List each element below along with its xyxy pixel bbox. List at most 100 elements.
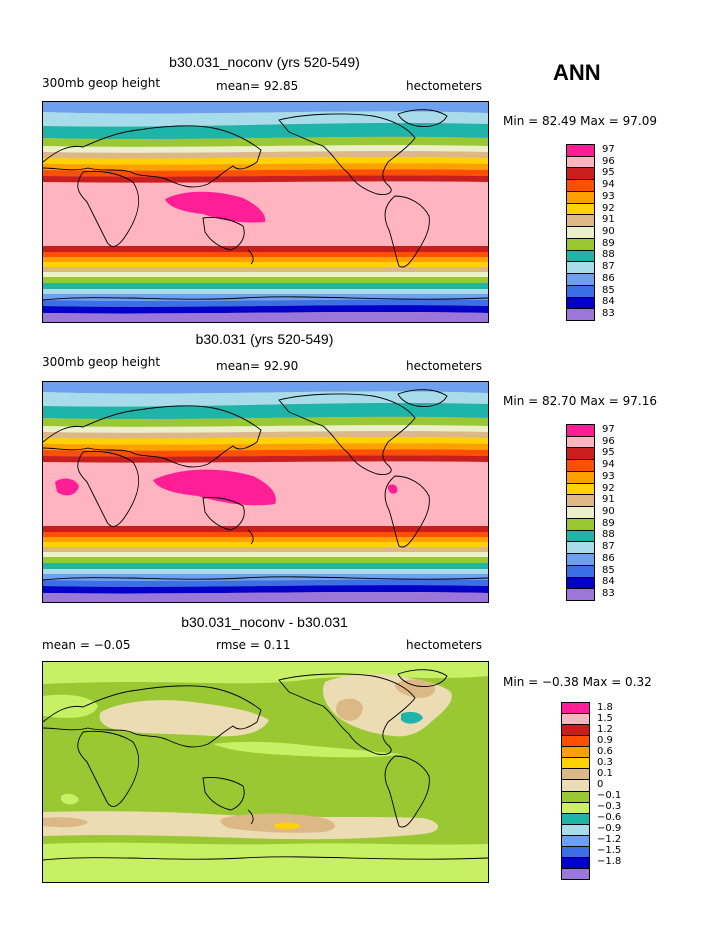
colorbar-box	[566, 424, 595, 437]
colorbar-label: 88	[602, 529, 615, 541]
colorbar-box	[561, 757, 590, 770]
panel1-minmax-label: Min = 82.49 Max = 97.09	[503, 114, 657, 128]
colorbar-label: 97	[602, 423, 615, 435]
colorbar-label: 91	[602, 214, 615, 226]
band-85-s	[43, 579, 488, 587]
band-83-s	[43, 592, 488, 602]
band-94	[43, 449, 488, 457]
panel1-mean-label: mean= 92.85	[216, 79, 299, 93]
diff-south-strong-w	[43, 817, 88, 828]
band-90	[43, 425, 488, 433]
colorbar-box	[561, 812, 590, 825]
diff-asia-positive	[99, 700, 270, 737]
colorbar-label: 87	[602, 541, 615, 553]
max-region-samerica	[387, 484, 398, 494]
colorbar-box	[566, 284, 595, 298]
colorbar-label: −1.2	[597, 834, 622, 846]
colorbar-box	[566, 261, 595, 275]
colorbar-box	[566, 435, 595, 449]
colorbar-box	[566, 296, 595, 310]
colorbar-label: −0.9	[597, 823, 622, 835]
panel3-rmse-label: rmse = 0.11	[216, 638, 291, 652]
panel1-map	[42, 101, 489, 323]
colorbar-label: 85	[602, 564, 615, 576]
colorbar-box	[566, 167, 595, 181]
band-89-s	[43, 277, 488, 283]
band-93	[43, 163, 488, 171]
colorbar-label: 0.9	[597, 734, 613, 746]
diff-south-strong-c	[220, 813, 335, 833]
band-91-s	[43, 547, 488, 552]
colorbar-label: 91	[602, 494, 615, 506]
diff-antarctic-light	[43, 842, 488, 882]
colorbar-label: 1.2	[597, 723, 613, 735]
colorbar-box	[566, 273, 595, 286]
band-84-s	[43, 585, 488, 594]
band-94-s	[43, 532, 488, 537]
colorbar-label: 95	[602, 447, 615, 459]
band-91-s	[43, 267, 488, 272]
colorbar-label: 93	[602, 470, 615, 482]
colorbar-label: 83	[602, 588, 615, 600]
colorbar-label: 1.8	[597, 701, 613, 713]
panel3-minmax-label: Min = −0.38 Max = 0.32	[503, 675, 652, 689]
max-region	[165, 191, 266, 223]
season-label: ANN	[553, 60, 601, 85]
band-90	[43, 145, 488, 153]
colorbar-box	[561, 867, 590, 880]
band-93-s	[43, 257, 488, 262]
band-86	[43, 382, 488, 394]
diff-namerica-strong	[336, 698, 363, 721]
colorbar-label: −1.5	[597, 845, 622, 857]
panel3-title: b30.031_noconv - b30.031	[181, 614, 348, 630]
band-89	[43, 416, 488, 427]
band-94-s	[43, 252, 488, 257]
colorbar-box	[561, 834, 590, 847]
panel1-map-svg	[43, 102, 488, 322]
colorbar-box	[566, 482, 595, 496]
colorbar-box	[561, 746, 590, 759]
colorbar-label: 92	[602, 482, 615, 494]
panel3-units-label: hectometers	[406, 638, 482, 652]
panel3-colorbar: 1.8 1.5 1.2 0.9 0.6 0.3 0.1 0 −0.1 −0.3 −0.6 −0.9 −1…	[561, 701, 631, 880]
colorbar-box	[566, 190, 595, 204]
colorbar-label: −1.8	[597, 856, 622, 868]
colorbar-box	[561, 702, 590, 715]
diff-canada-strong	[395, 679, 436, 698]
colorbar-box	[566, 155, 595, 169]
colorbar-box	[566, 144, 595, 157]
colorbar-label: 0.1	[597, 767, 613, 779]
colorbar-label: 83	[602, 308, 615, 320]
colorbar-label: 89	[602, 517, 615, 529]
diff-north-light	[43, 662, 488, 684]
panel2-minmax-label: Min = 82.70 Max = 97.16	[503, 394, 657, 408]
band-88	[43, 402, 488, 420]
colorbar-label: −0.1	[597, 790, 622, 802]
panel2-mean-label: mean= 92.90	[216, 359, 299, 373]
band-87	[43, 111, 488, 127]
colorbar-label: 87	[602, 261, 615, 273]
band-90-s	[43, 552, 488, 557]
band-92-s	[43, 542, 488, 547]
band-94	[43, 169, 488, 177]
band-87-s	[43, 289, 488, 294]
band-84-s	[43, 305, 488, 314]
coastlines	[43, 109, 488, 301]
colorbar-box	[566, 249, 595, 263]
panel2-colorbar: 97 96 95 94 93 92 91 90 89 88 87 86 85 84 83	[566, 423, 626, 601]
band-89-s	[43, 557, 488, 563]
diff-negative-spot	[401, 711, 423, 724]
band-90-s	[43, 272, 488, 277]
colorbar-label: 97	[602, 143, 615, 155]
colorbar-label: 94	[602, 459, 615, 471]
colorbar-box	[561, 856, 590, 869]
colorbar-label: 0.6	[597, 745, 613, 757]
colorbar-box	[566, 553, 595, 566]
colorbar-label: 0.3	[597, 756, 613, 768]
colorbar-box	[566, 517, 595, 531]
colorbar-box	[566, 506, 595, 519]
colorbar-label: 85	[602, 284, 615, 296]
colorbar-box	[566, 179, 595, 192]
colorbar-box	[566, 308, 595, 321]
band-95-s	[43, 246, 488, 252]
